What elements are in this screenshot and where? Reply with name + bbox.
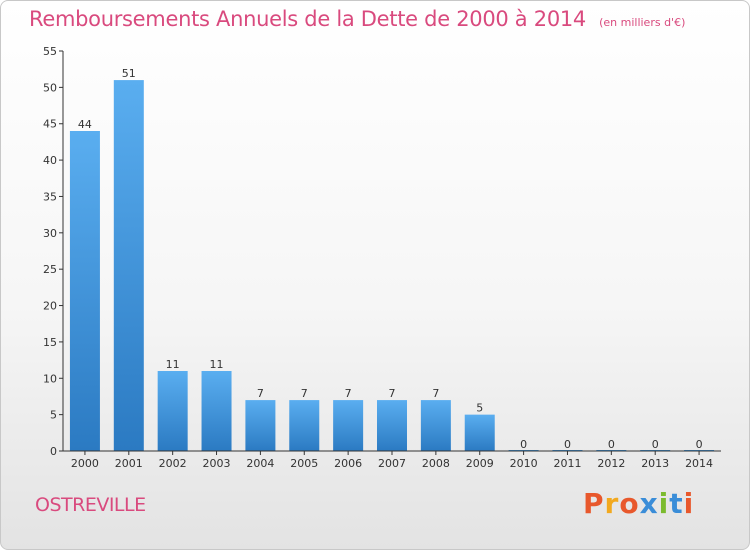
x-tick-label: 2013 xyxy=(641,457,669,470)
y-tick-label: 50 xyxy=(43,81,57,94)
place-name: OSTREVILLE xyxy=(35,494,146,516)
data-label: 11 xyxy=(210,358,224,371)
data-label: 7 xyxy=(389,387,396,400)
x-tick-label: 2006 xyxy=(334,457,362,470)
x-tick-label: 2012 xyxy=(597,457,625,470)
data-label: 7 xyxy=(345,387,352,400)
data-label: 0 xyxy=(652,438,659,451)
bar xyxy=(69,131,100,451)
bars: 44 51 11 11 7 7 7 7 7 5 0 0 0 0 0 xyxy=(69,67,715,451)
bar xyxy=(420,400,451,451)
x-tick-label: 2001 xyxy=(115,457,143,470)
y-tick-label: 30 xyxy=(43,227,57,240)
bar xyxy=(113,80,144,451)
chart-subtitle: (en milliers d'€) xyxy=(599,16,686,29)
logo-letter: o xyxy=(619,487,640,520)
bar xyxy=(333,400,364,451)
logo-letter: x xyxy=(639,487,659,520)
data-label: 0 xyxy=(696,438,703,451)
y-tick-label: 20 xyxy=(43,300,57,313)
bar xyxy=(157,371,188,451)
logo-letter: r xyxy=(604,487,620,520)
x-tick-label: 2007 xyxy=(378,457,406,470)
data-label: 0 xyxy=(520,438,527,451)
bar xyxy=(289,400,320,451)
data-label: 11 xyxy=(166,358,180,371)
x-tick-label: 2000 xyxy=(71,457,99,470)
bar xyxy=(464,414,495,451)
data-label: 7 xyxy=(432,387,439,400)
bar xyxy=(245,400,276,451)
y-tick-label: 45 xyxy=(43,118,57,131)
title-row: Remboursements Annuels de la Dette de 20… xyxy=(29,7,685,31)
data-label: 0 xyxy=(608,438,615,451)
data-label: 7 xyxy=(301,387,308,400)
x-tick-label: 2005 xyxy=(290,457,318,470)
bar xyxy=(377,400,407,451)
x-tick-label: 2011 xyxy=(553,457,581,470)
y-tick-label: 10 xyxy=(43,372,57,385)
y-tick-label: 0 xyxy=(50,445,57,458)
x-tick-label: 2004 xyxy=(246,457,274,470)
y-tick-label: 55 xyxy=(43,45,57,58)
x-tick-label: 2008 xyxy=(422,457,450,470)
data-label: 5 xyxy=(476,402,483,415)
chart-title: Remboursements Annuels de la Dette de 20… xyxy=(29,7,586,31)
proxiti-logo: Proxiti xyxy=(583,487,694,520)
data-label: 7 xyxy=(257,387,264,400)
bar xyxy=(201,371,232,451)
x-tick-label: 2003 xyxy=(203,457,231,470)
y-tick-label: 15 xyxy=(43,336,57,349)
y-tick-label: 35 xyxy=(43,190,57,203)
x-axis: 2000 2001 2002 2003 2004 2005 2006 2007 2008 2009… xyxy=(63,450,721,470)
x-tick-label: 2002 xyxy=(159,457,187,470)
logo-letter: P xyxy=(583,487,605,520)
logo-letter: i xyxy=(658,487,670,520)
x-tick-label: 2014 xyxy=(685,457,713,470)
x-tick-label: 2009 xyxy=(466,457,494,470)
logo-letter: i xyxy=(683,487,695,520)
y-tick-label: 25 xyxy=(43,263,57,276)
data-label: 44 xyxy=(78,118,92,131)
data-label: 51 xyxy=(122,67,136,80)
y-tick-label: 5 xyxy=(50,409,57,422)
y-axis: 0 5 10 15 20 25 30 35 40 45 50 55 xyxy=(43,45,64,458)
logo-letter: t xyxy=(669,487,684,520)
data-label: 0 xyxy=(564,438,571,451)
y-tick-label: 40 xyxy=(43,154,57,167)
x-tick-label: 2010 xyxy=(510,457,538,470)
